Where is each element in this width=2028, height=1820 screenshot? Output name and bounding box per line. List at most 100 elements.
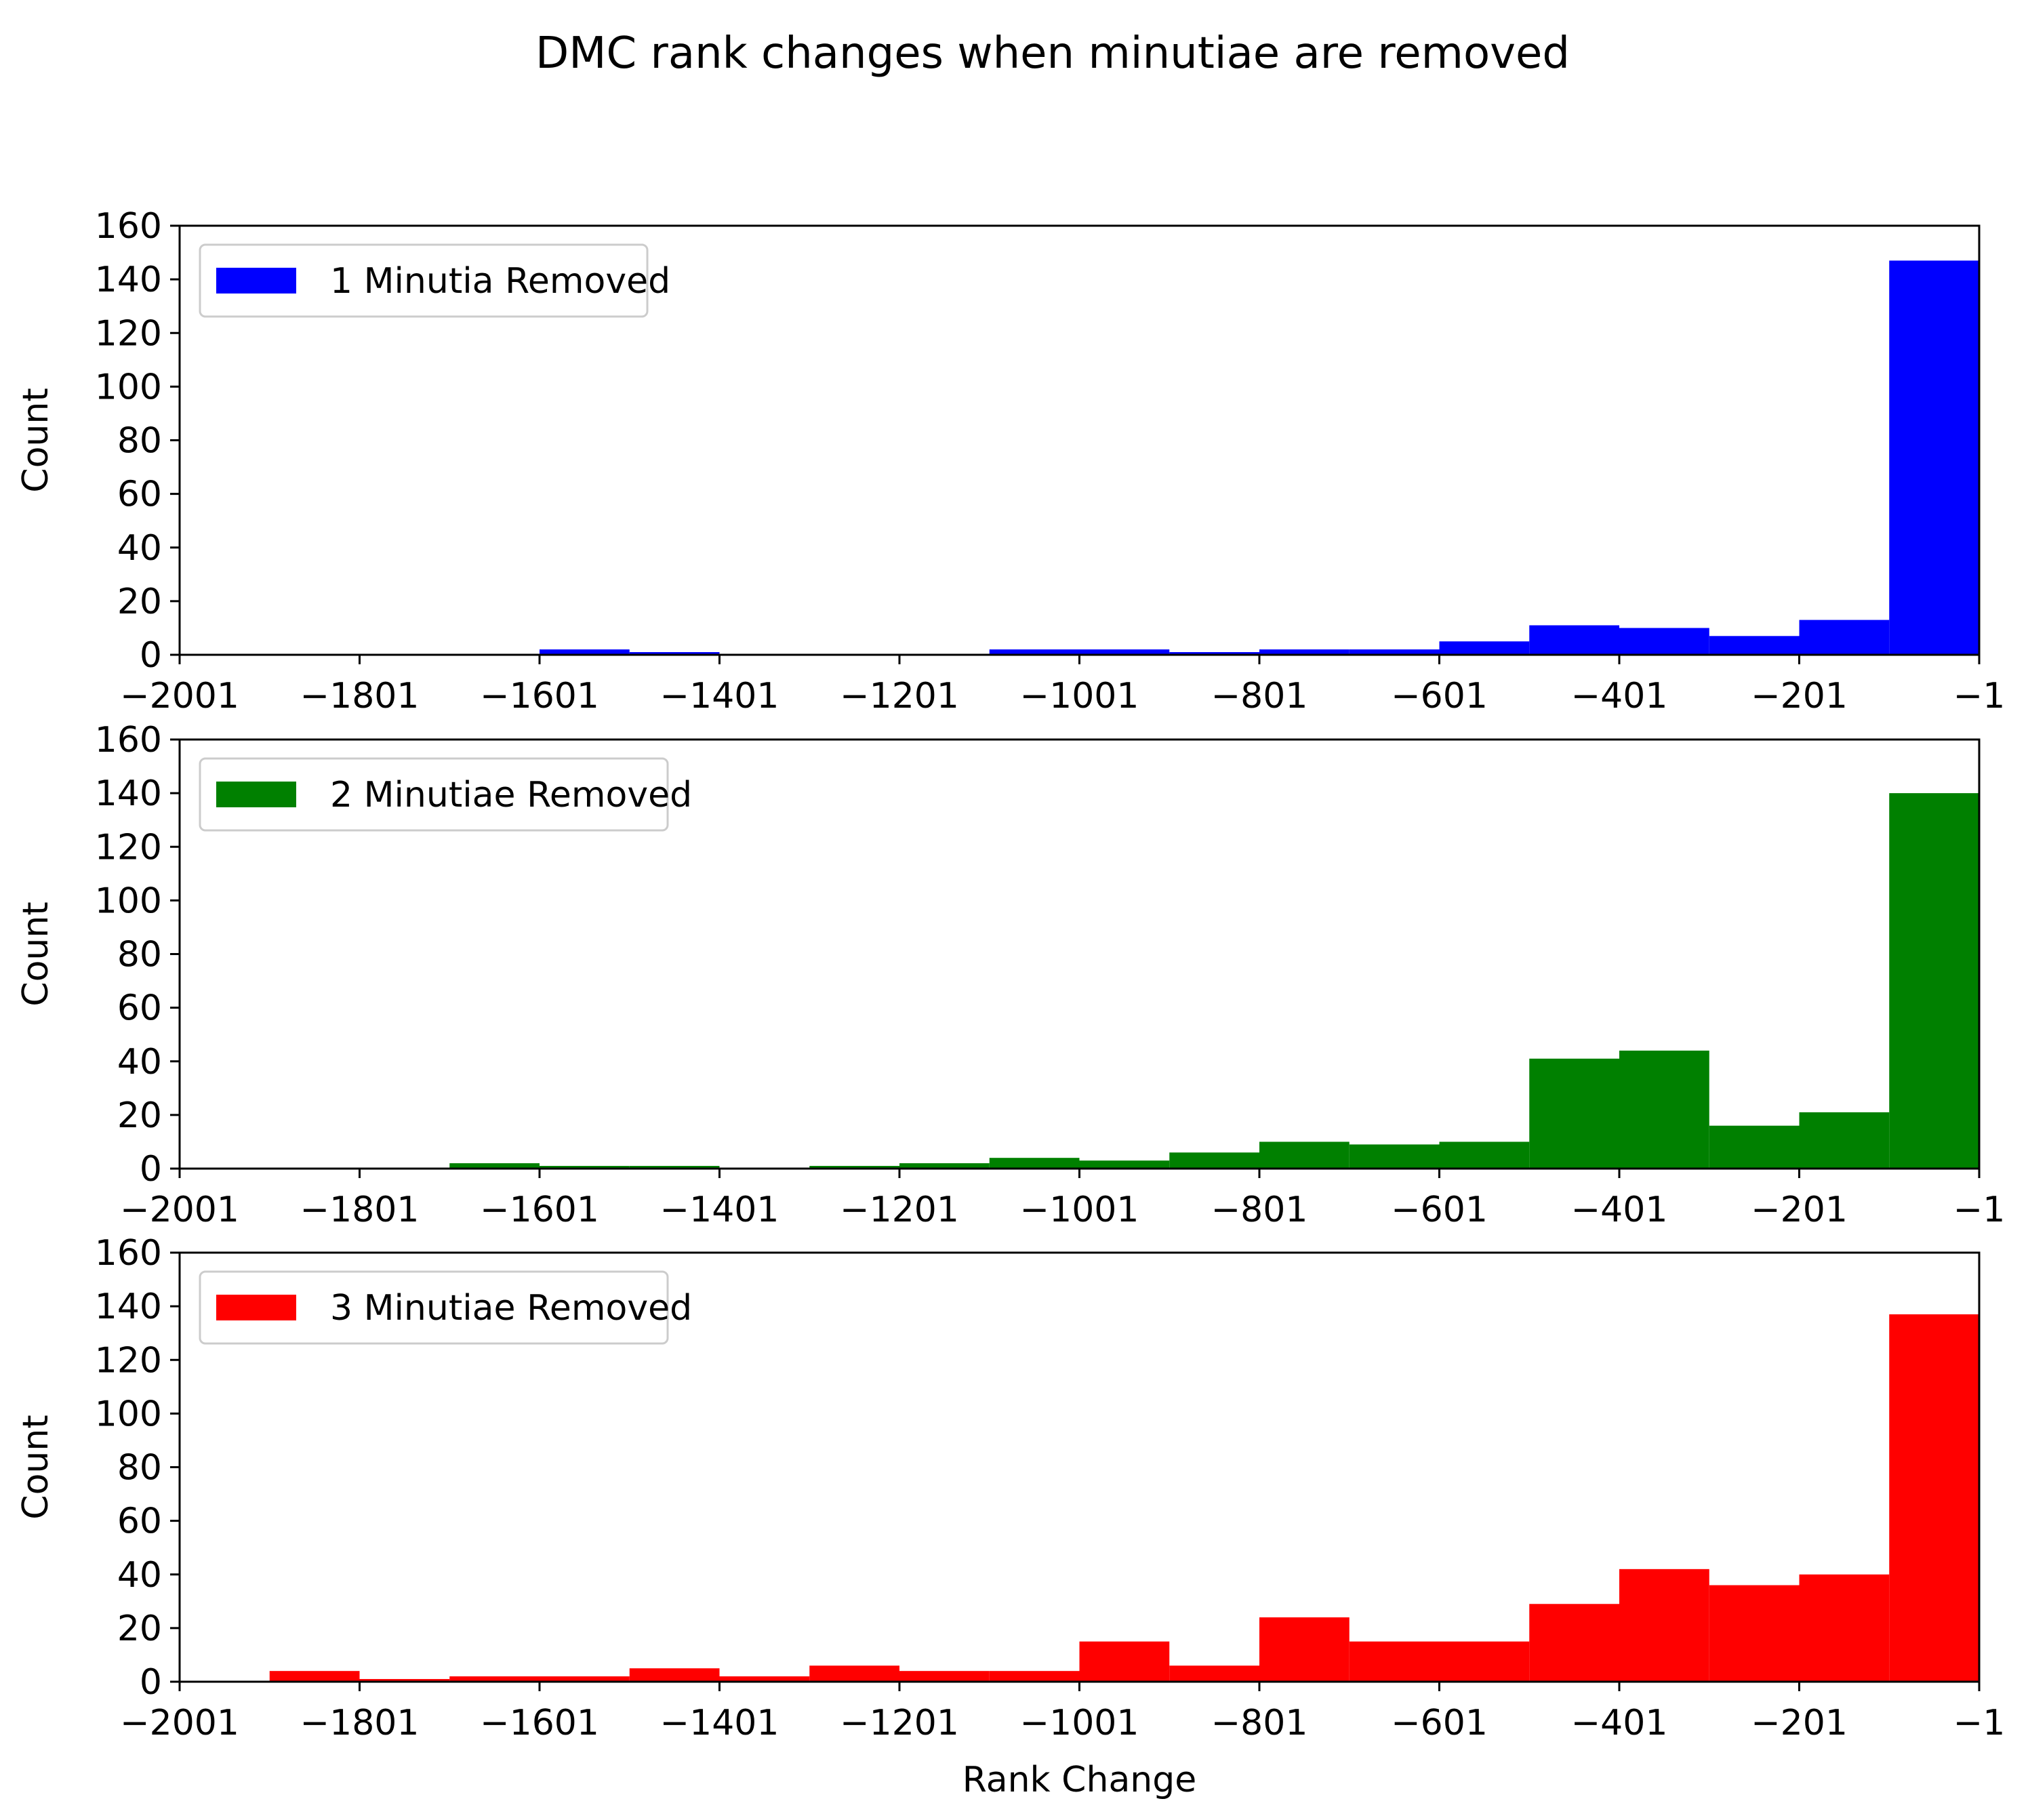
histogram-bar (809, 1665, 899, 1682)
y-tick-label: 60 (117, 474, 162, 515)
histogram-bar (1529, 1604, 1619, 1682)
y-axis-ticks: 0 20 40 60 80 100 120 140 160 (95, 1233, 180, 1703)
x-tick-label: −201 (1751, 1703, 1848, 1743)
y-tick-label: 120 (95, 313, 162, 354)
y-tick-label: 20 (117, 582, 162, 622)
x-tick-label: −1201 (840, 676, 959, 716)
y-tick-label: 100 (95, 881, 162, 921)
histogram-bar (1169, 652, 1259, 655)
y-tick-label: 140 (95, 1287, 162, 1327)
histogram-bar (449, 1163, 540, 1169)
y-tick-label: 100 (95, 1394, 162, 1434)
legend-box (199, 243, 649, 318)
x-axis-ticks: −2001 −1801 −1601 −1401 −1201 −1001 −801 −601 −4… (120, 1682, 2005, 1743)
histogram-bar (449, 1676, 540, 1682)
x-tick-label: −1 (1953, 676, 2006, 716)
y-axis-label: Count (16, 1415, 56, 1519)
y-tick-label: 140 (95, 773, 162, 814)
histogram-bar (719, 1676, 810, 1682)
x-tick-label: −1201 (840, 1703, 959, 1743)
histogram-bar (1169, 1665, 1259, 1682)
x-tick-label: −201 (1751, 676, 1848, 716)
histogram-bar (1709, 1125, 1800, 1169)
histogram-bar (1259, 1141, 1350, 1169)
y-tick-label: 60 (117, 988, 162, 1029)
histogram-bar (1259, 1617, 1350, 1682)
histogram-bar (989, 1671, 1080, 1682)
y-tick-label: 20 (117, 1609, 162, 1649)
y-tick-label: 20 (117, 1095, 162, 1136)
legend-swatch (216, 782, 296, 807)
legend-label: 1 Minutia Removed (330, 261, 670, 302)
bar-group (540, 260, 1979, 655)
y-tick-label: 160 (95, 206, 162, 247)
x-tick-label: −1 (1953, 1190, 2006, 1230)
subplot-3: −2001 −1801 −1601 −1401 −1201 −1001 −801 −601 −4… (16, 1233, 2005, 1800)
histogram-bar (1709, 1585, 1800, 1682)
x-tick-label: −1001 (1020, 1703, 1139, 1743)
x-tick-label: −1801 (300, 1190, 420, 1230)
y-axis-ticks: 0 20 40 60 80 100 120 140 160 (95, 720, 180, 1190)
x-tick-label: −1401 (660, 676, 779, 716)
x-tick-label: −401 (1571, 1703, 1668, 1743)
y-tick-label: 0 (140, 635, 162, 676)
x-tick-label: −2001 (120, 1190, 239, 1230)
y-axis-label: Count (16, 902, 56, 1006)
y-tick-label: 40 (117, 528, 162, 569)
y-tick-label: 160 (95, 720, 162, 761)
histogram-bar (809, 1166, 899, 1169)
subplot-2: −2001 −1801 −1601 −1401 −1201 −1001 −801 −601 −4… (16, 720, 2005, 1230)
histogram-bar (1619, 1050, 1709, 1169)
x-tick-label: −1601 (480, 1703, 599, 1743)
x-tick-label: −2001 (120, 1703, 239, 1743)
bar-group (269, 1314, 1979, 1682)
y-tick-label: 0 (140, 1149, 162, 1190)
histogram-bar (1079, 1160, 1170, 1169)
legend: 2 Minutiae Removed (199, 757, 692, 832)
y-tick-label: 80 (117, 935, 162, 975)
histogram-bar (1349, 1641, 1440, 1682)
histogram-bar (629, 1166, 720, 1169)
histogram-bar (540, 1676, 630, 1682)
y-tick-label: 0 (140, 1662, 162, 1703)
histogram-bar (899, 1163, 990, 1169)
x-tick-label: −1801 (300, 1703, 420, 1743)
legend: 1 Minutia Removed (199, 243, 670, 318)
x-axis-ticks: −2001 −1801 −1601 −1401 −1201 −1001 −801 −601 −4… (120, 655, 2005, 716)
histogram-bar (1349, 1144, 1440, 1169)
y-tick-label: 140 (95, 260, 162, 300)
legend-label: 2 Minutiae Removed (330, 775, 692, 815)
x-tick-label: −401 (1571, 1190, 1668, 1230)
y-tick-label: 100 (95, 367, 162, 407)
histogram-bar (1529, 625, 1619, 655)
y-tick-label: 120 (95, 827, 162, 868)
x-tick-label: −801 (1211, 1190, 1308, 1230)
y-tick-label: 120 (95, 1340, 162, 1381)
histogram-bar (1349, 649, 1440, 655)
legend-swatch (216, 1295, 296, 1320)
x-tick-label: −601 (1391, 676, 1488, 716)
legend: 3 Minutiae Removed (199, 1270, 692, 1345)
histogram-bar (1079, 1641, 1170, 1682)
histogram-bar (989, 649, 1080, 655)
histogram-bar (1799, 1574, 1890, 1682)
y-axis-label: Count (16, 388, 56, 492)
legend-box (199, 1270, 669, 1345)
x-tick-label: −401 (1571, 676, 1668, 716)
histogram-bar (1439, 1141, 1530, 1169)
histogram-bar (1439, 641, 1530, 655)
x-tick-label: −601 (1391, 1190, 1488, 1230)
histogram-bar (899, 1671, 990, 1682)
legend-box (199, 757, 669, 832)
histogram-bar (1889, 260, 1979, 655)
histogram-bar (1169, 1152, 1259, 1169)
y-tick-label: 160 (95, 1233, 162, 1274)
y-tick-label: 80 (117, 421, 162, 462)
histogram-bar (1439, 1641, 1530, 1682)
x-tick-label: −1001 (1020, 1190, 1139, 1230)
histogram-bar (989, 1158, 1080, 1169)
x-tick-label: −1601 (480, 1190, 599, 1230)
histogram-bar (1619, 1569, 1709, 1682)
x-tick-label: −1801 (300, 676, 420, 716)
